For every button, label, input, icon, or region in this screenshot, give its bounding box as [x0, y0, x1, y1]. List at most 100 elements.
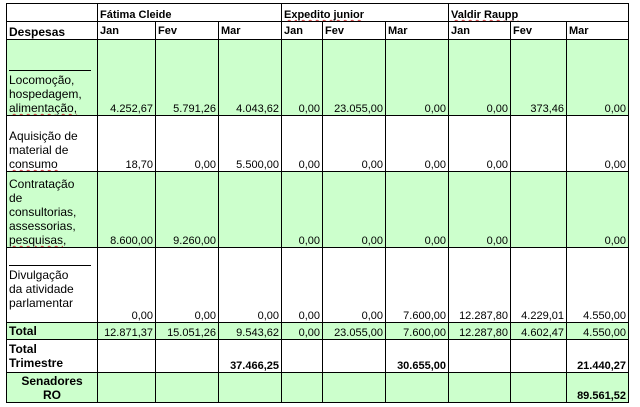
value-cell: 0,00: [566, 115, 629, 172]
row-label-line: consumo: [9, 157, 95, 171]
value-cell: [218, 171, 282, 248]
row-label-squiggle: consumo: [9, 157, 58, 171]
value-cell: 4.252,67: [97, 39, 156, 116]
value-cell: 4.043,62: [218, 39, 282, 116]
value-cell: 18,70: [97, 115, 156, 172]
row-label-line: Contratação: [9, 177, 75, 191]
total-value: 0,00: [281, 322, 323, 340]
expenses-table: Fátima Cleide Expedito junior Valdir Rau…: [6, 3, 629, 403]
empty-cell: [281, 339, 323, 373]
month-header-row: Despesas Jan Fev Mar Jan Fev Mar Jan Fev…: [6, 21, 629, 40]
empty-cell: [155, 339, 219, 373]
empty-cell: [322, 372, 386, 403]
total-value: 12.871,37: [97, 322, 156, 340]
row-label-line: Locomoção,: [9, 73, 75, 87]
total-value: 23.055,00: [322, 322, 386, 340]
table-row: Aquisição de material de consumo 18,70 0…: [6, 115, 629, 172]
row-label-divulgacao: Divulgação da atividade parlamentar: [6, 247, 98, 323]
value-cell: [510, 115, 567, 172]
row-label-locomocao: Locomoção, hospedagem, alimentação,: [6, 39, 98, 116]
value-cell: 0,00: [281, 39, 323, 116]
value-cell: 0,00: [218, 247, 282, 323]
empty-cell: [385, 372, 449, 403]
row-label-spacer: [9, 310, 95, 322]
row-label-line: parlamentar: [9, 296, 74, 310]
trimestre-label: Total Trimestre: [6, 339, 98, 373]
empty-cell: [281, 372, 323, 403]
row-label-squiggle: pesquisas,: [9, 233, 67, 247]
empty-cell: [155, 372, 219, 403]
row-label-line: hospedagem,: [9, 87, 82, 101]
total-value: 9.543,62: [218, 322, 282, 340]
value-cell: [510, 171, 567, 248]
senator-name-fatima: Fátima Cleide: [97, 3, 282, 22]
total-value: 12.287,80: [448, 322, 511, 340]
senator-name-expedito-text: Expedito junior: [284, 9, 365, 21]
value-cell: 0,00: [385, 39, 449, 116]
value-cell: 23.055,00: [322, 39, 386, 116]
month-header: Jan: [448, 21, 511, 40]
value-cell: 5.500,00: [218, 115, 282, 172]
table-row: Locomoção, hospedagem, alimentação, 4.25…: [6, 39, 629, 116]
senadores-label-line: Senadores: [21, 373, 83, 388]
row-label-squiggle: alimentação,: [9, 101, 78, 115]
value-cell: 0,00: [566, 171, 629, 248]
total-row: Total 12.871,37 15.051,26 9.543,62 0,00 …: [6, 322, 629, 340]
value-cell: 0,00: [322, 171, 386, 248]
value-cell: 12.287,80: [448, 247, 511, 323]
value-cell: 0,00: [385, 115, 449, 172]
empty-cell: [97, 339, 156, 373]
total-value: 7.600,00: [385, 322, 449, 340]
value-cell: 4.550,00: [566, 247, 629, 323]
senator-name-valdir: Valdir Raupp: [448, 3, 629, 22]
value-cell: 0,00: [281, 247, 323, 323]
month-header: Fev: [510, 21, 567, 40]
row-label-line: de: [9, 191, 23, 205]
row-label-line: pesquisas,: [9, 233, 95, 247]
row-label-contratacao: Contratação de consultorias, assessorias…: [6, 171, 98, 248]
value-cell: 0,00: [322, 247, 386, 323]
value-cell: 0,00: [385, 171, 449, 248]
senadores-label-line: RO: [43, 387, 61, 402]
value-cell: 0,00: [448, 39, 511, 116]
row-label-line: consultorias,: [9, 205, 77, 219]
senadores-label: Senadores RO: [6, 372, 98, 403]
value-cell: 0,00: [566, 39, 629, 116]
trimestre-value-valdir: 21.440,27: [566, 339, 629, 373]
senadores-row: Senadores RO 89.561,52: [6, 372, 629, 403]
total-label: Total: [6, 322, 98, 340]
month-header: Jan: [281, 21, 323, 40]
value-cell: 5.791,26: [155, 39, 219, 116]
cell-rule-line: [9, 265, 91, 266]
value-cell: 0,00: [322, 115, 386, 172]
total-value: 4.550,00: [566, 322, 629, 340]
row-label-line: alimentação,: [9, 101, 95, 115]
table-row: Divulgação da atividade parlamentar 0,00…: [6, 247, 629, 323]
trimestre-label-line: Total: [9, 342, 37, 356]
trimestre-row: Total Trimestre 37.466,25 30.655,00 21.4…: [6, 339, 629, 373]
value-cell: 8.600,00: [97, 171, 156, 248]
cell-rule-line: [9, 70, 91, 71]
value-cell: 0,00: [281, 115, 323, 172]
value-cell: 7.600,00: [385, 247, 449, 323]
value-cell: 0,00: [155, 115, 219, 172]
empty-cell: [218, 372, 282, 403]
senator-name-expedito: Expedito junior: [281, 3, 449, 22]
senator-header-row: Fátima Cleide Expedito junior Valdir Rau…: [6, 3, 629, 22]
trimestre-value-fatima: 37.466,25: [218, 339, 282, 373]
value-cell: 9.260,00: [155, 171, 219, 248]
table-row: Contratação de consultorias, assessorias…: [6, 171, 629, 248]
month-header: Jan: [97, 21, 156, 40]
month-header: Mar: [566, 21, 629, 40]
value-cell: 0,00: [155, 247, 219, 323]
row-label-line: Divulgação: [9, 268, 69, 282]
empty-cell: [510, 339, 567, 373]
empty-cell: [97, 372, 156, 403]
empty-cell: [448, 339, 511, 373]
empty-cell: [322, 339, 386, 373]
empty-cell: [510, 372, 567, 403]
senator-name-valdir-text: Valdir Raupp: [451, 9, 519, 21]
value-cell: 0,00: [281, 171, 323, 248]
month-header: Fev: [155, 21, 219, 40]
total-value: 4.602,47: [510, 322, 567, 340]
